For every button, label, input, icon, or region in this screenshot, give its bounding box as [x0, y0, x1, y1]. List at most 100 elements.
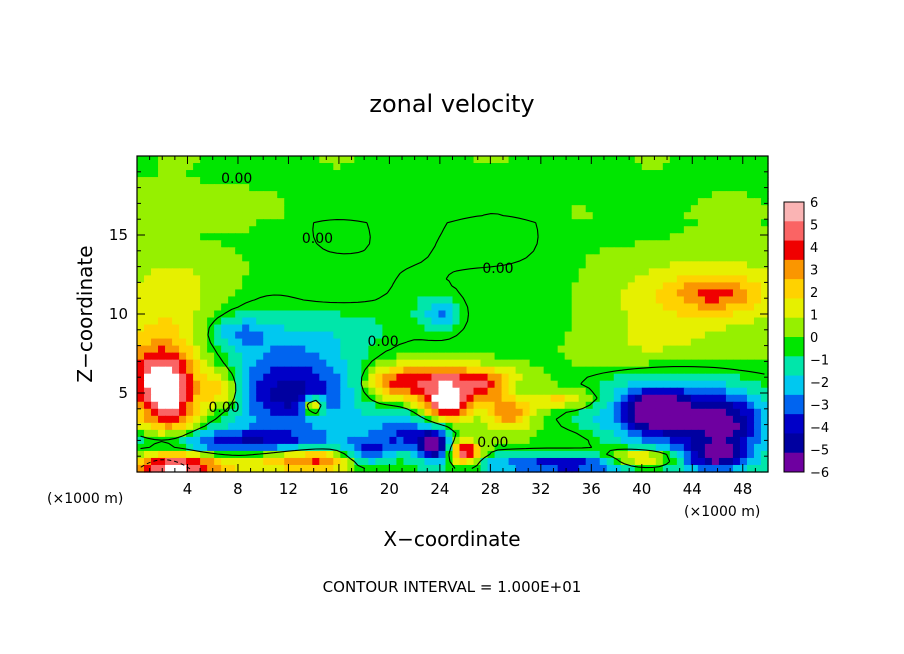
heatmap-cell — [683, 317, 692, 326]
heatmap-cell — [277, 345, 285, 354]
heatmap-cell — [571, 261, 580, 269]
heatmap-cell — [578, 205, 587, 213]
heatmap-cell — [340, 380, 348, 389]
heatmap-cell — [690, 261, 699, 269]
heatmap-cell — [753, 163, 762, 171]
heatmap-cell — [340, 170, 348, 178]
heatmap-cell — [417, 247, 426, 255]
heatmap-cell — [235, 247, 243, 255]
heatmap-cell — [690, 324, 699, 333]
heatmap-cell — [669, 317, 678, 326]
heatmap-cell — [557, 268, 566, 276]
heatmap-cell — [340, 254, 348, 262]
heatmap-cell — [396, 373, 405, 382]
heatmap-cell — [277, 310, 285, 319]
heatmap-cell — [515, 415, 524, 424]
heatmap-cell — [571, 387, 580, 396]
heatmap-cell — [697, 408, 706, 417]
heatmap-cell — [312, 422, 320, 431]
heatmap-cell — [186, 310, 194, 319]
heatmap-cell — [655, 156, 664, 164]
heatmap-cell — [718, 268, 727, 276]
heatmap-cell — [228, 310, 236, 319]
heatmap-cell — [620, 212, 629, 220]
heatmap-cell — [585, 170, 594, 178]
heatmap-cell — [396, 247, 405, 255]
heatmap-cell — [508, 184, 517, 192]
heatmap-cell — [557, 324, 566, 333]
heatmap-cell — [445, 338, 454, 347]
heatmap-cell — [620, 156, 629, 164]
heatmap-cell — [200, 282, 208, 291]
heatmap-cell — [739, 163, 748, 171]
heatmap-cell — [326, 387, 334, 396]
heatmap-cell — [144, 184, 152, 192]
heatmap-cell — [585, 317, 594, 326]
heatmap-cell — [284, 310, 292, 319]
heatmap-cell — [459, 317, 468, 326]
heatmap-cell — [249, 401, 257, 410]
heatmap-cell — [669, 170, 678, 178]
heatmap-cell — [340, 191, 348, 199]
heatmap-cell — [606, 275, 615, 283]
heatmap-cell — [200, 163, 208, 171]
heatmap-cell — [445, 163, 454, 171]
heatmap-cell — [732, 450, 741, 459]
heatmap-cell — [662, 394, 671, 403]
heatmap-cell — [529, 394, 538, 403]
heatmap-cell — [613, 457, 622, 466]
heatmap-cell — [193, 261, 201, 269]
heatmap-cell — [382, 247, 390, 255]
heatmap-cell — [361, 289, 369, 298]
heatmap-cell — [662, 254, 671, 262]
heatmap-cell — [298, 373, 306, 382]
heatmap-cell — [592, 275, 601, 283]
heatmap-cell — [529, 380, 538, 389]
heatmap-cell — [382, 156, 390, 164]
heatmap-cell — [683, 170, 692, 178]
heatmap-cell — [739, 422, 748, 431]
heatmap-cell — [193, 289, 201, 298]
heatmap-cell — [137, 408, 145, 417]
heatmap-cell — [312, 373, 320, 382]
heatmap-cell — [137, 198, 145, 206]
heatmap-cell — [270, 198, 278, 206]
heatmap-cell — [592, 303, 601, 312]
heatmap-cell — [263, 408, 271, 417]
heatmap-cell — [445, 198, 454, 206]
heatmap-cell — [291, 212, 299, 220]
heatmap-cell — [753, 380, 762, 389]
heatmap-cell — [557, 373, 566, 382]
heatmap-cell — [438, 415, 447, 424]
heatmap-cell — [354, 331, 362, 340]
heatmap-cell — [634, 240, 643, 248]
heatmap-cell — [207, 464, 215, 473]
heatmap-cell — [347, 198, 355, 206]
heatmap-cell — [627, 212, 636, 220]
heatmap-cell — [641, 261, 650, 269]
heatmap-cell — [249, 422, 257, 431]
heatmap-cell — [144, 303, 152, 312]
heatmap-cell — [186, 247, 194, 255]
heatmap-cell — [277, 219, 285, 227]
heatmap-cell — [214, 457, 222, 466]
heatmap-cell — [221, 275, 229, 283]
heatmap-cell — [193, 317, 201, 326]
heatmap-cell — [340, 338, 348, 347]
heatmap-cell — [179, 226, 187, 234]
heatmap-cell — [634, 289, 643, 298]
heatmap-cell — [382, 338, 390, 347]
heatmap-cell — [620, 170, 629, 178]
heatmap-cell — [340, 296, 348, 305]
heatmap-cell — [557, 331, 566, 340]
heatmap-cell — [242, 429, 250, 438]
heatmap-cell — [620, 163, 629, 171]
heatmap-cell — [459, 352, 468, 361]
heatmap-cell — [690, 352, 699, 361]
heatmap-cell — [550, 163, 559, 171]
heatmap-cell — [312, 387, 320, 396]
heatmap-cell — [739, 394, 748, 403]
heatmap-cell — [711, 338, 720, 347]
heatmap-cell — [746, 177, 755, 185]
heatmap-cell — [501, 317, 510, 326]
